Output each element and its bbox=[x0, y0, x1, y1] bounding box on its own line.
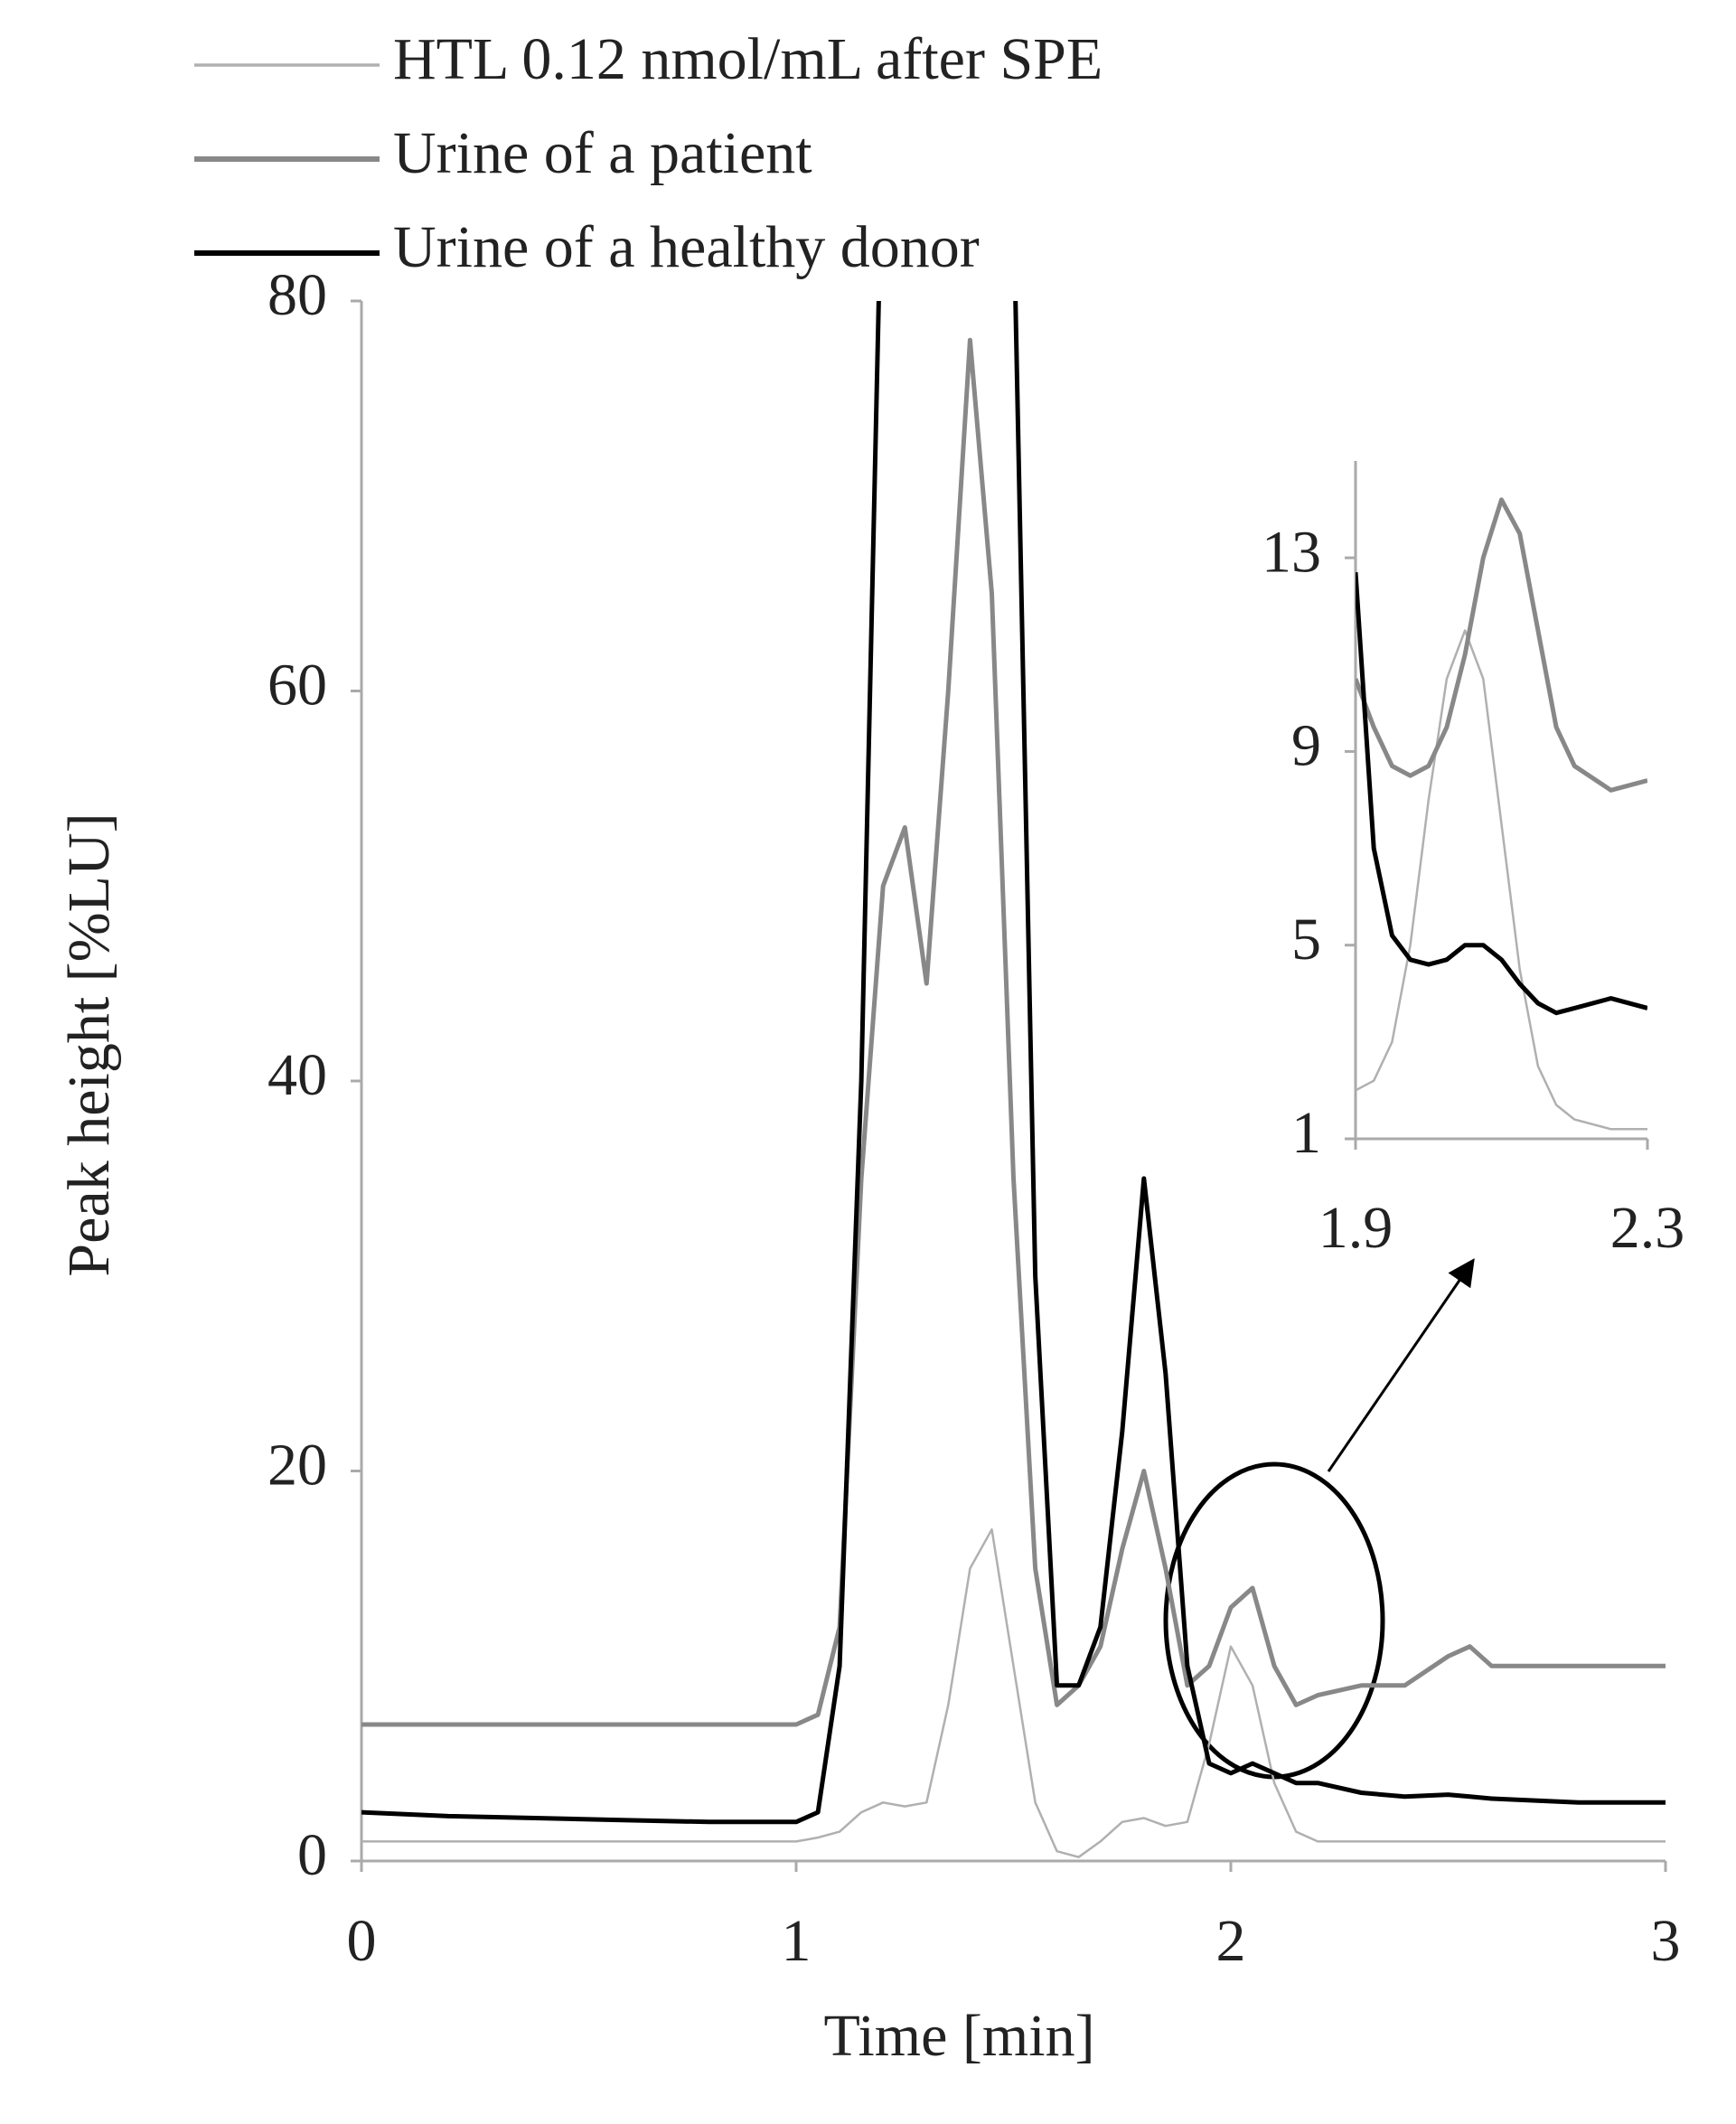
x-tick-label: 3 bbox=[1651, 1908, 1681, 1974]
y-tick-label: 20 bbox=[267, 1433, 327, 1499]
series-line bbox=[361, 337, 1666, 1727]
legend-label: HTL 0.12 nmol/mL after SPE bbox=[393, 26, 1103, 92]
y-tick-label: 9 bbox=[1291, 713, 1321, 779]
y-axis-title: Peak height [%LU] bbox=[56, 813, 122, 1276]
y-tick-label: 80 bbox=[267, 262, 327, 328]
x-tick-label: 0 bbox=[347, 1908, 377, 1974]
series-line bbox=[361, 1527, 1666, 1858]
legend-label: Urine of a healthy donor bbox=[393, 214, 980, 280]
series-line bbox=[361, 301, 1666, 1825]
y-tick-label: 40 bbox=[267, 1042, 327, 1108]
y-tick-label: 13 bbox=[1262, 519, 1321, 585]
y-tick-label: 1 bbox=[1291, 1100, 1321, 1166]
series-line bbox=[1356, 572, 1647, 1016]
series-line bbox=[1356, 497, 1647, 793]
series-line bbox=[1356, 629, 1647, 1131]
plot-area bbox=[361, 301, 1666, 1858]
plot-area bbox=[1356, 497, 1647, 1131]
y-tick-label: 60 bbox=[267, 653, 327, 719]
y-tick-label: 5 bbox=[1291, 907, 1321, 973]
x-tick-label: 2 bbox=[1216, 1908, 1246, 1974]
zoom-arrow bbox=[1327, 1258, 1475, 1472]
x-tick-label: 2.3 bbox=[1610, 1195, 1685, 1261]
x-tick-label: 1 bbox=[782, 1908, 812, 1974]
legend-label: Urine of a patient bbox=[393, 120, 812, 186]
y-tick-label: 0 bbox=[297, 1822, 327, 1888]
x-axis-title: Time [min] bbox=[823, 2003, 1094, 2069]
highlight-ellipse bbox=[1163, 1461, 1385, 1780]
x-tick-label: 1.9 bbox=[1318, 1195, 1393, 1261]
